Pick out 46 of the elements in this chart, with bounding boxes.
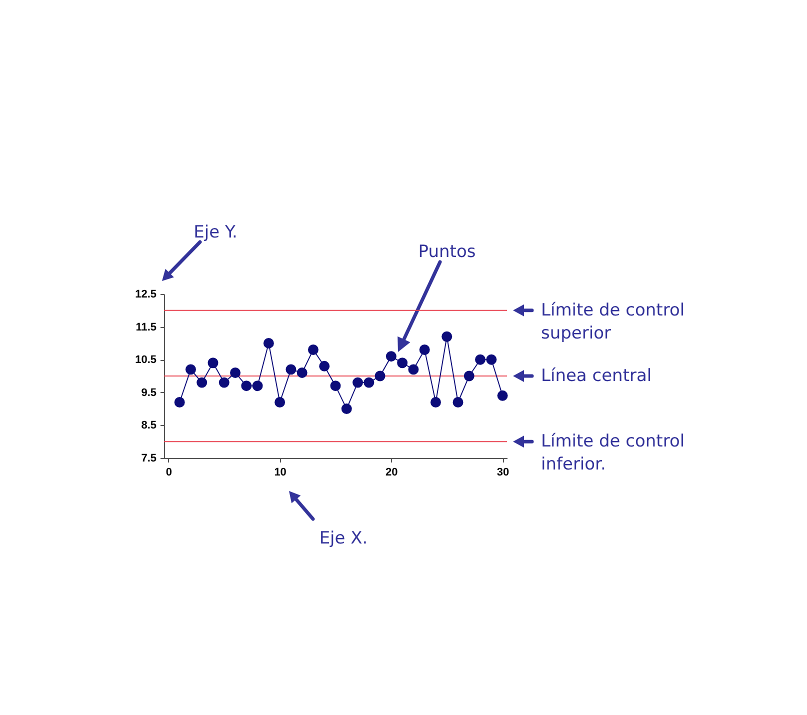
point xyxy=(330,380,341,392)
point xyxy=(497,390,508,401)
point xyxy=(386,351,396,362)
y-tick-label: 10.5 xyxy=(135,354,156,366)
point xyxy=(452,397,464,408)
point xyxy=(196,377,208,388)
point xyxy=(319,360,330,372)
point xyxy=(185,364,196,375)
ref-line-label: Límite de control inferior. xyxy=(541,432,685,475)
point xyxy=(419,344,430,355)
point xyxy=(218,377,230,388)
point xyxy=(296,367,308,378)
y-tick-label: 12.5 xyxy=(135,288,156,300)
point xyxy=(252,380,263,392)
point xyxy=(442,331,452,342)
y-tick-label: 11.5 xyxy=(136,321,156,334)
y-tick-label: 8.5 xyxy=(141,420,156,432)
point xyxy=(308,344,318,355)
x-tick-label: 10 xyxy=(274,466,286,478)
ref-line-label: Límite de control superior xyxy=(541,300,685,344)
text: Puntos xyxy=(418,242,476,262)
point xyxy=(475,354,486,365)
point xyxy=(430,397,441,408)
point xyxy=(241,380,252,392)
ref-line-label: Línea central xyxy=(541,366,652,386)
point xyxy=(208,358,218,368)
point xyxy=(341,404,352,414)
y-axis-title: Eje Y. xyxy=(194,222,238,242)
point xyxy=(230,367,241,378)
point xyxy=(352,377,364,388)
y-tick-label: 9.5 xyxy=(141,386,156,399)
x-tick-label: 0 xyxy=(166,466,172,478)
point xyxy=(263,338,274,348)
point xyxy=(274,397,286,408)
point xyxy=(374,370,386,382)
x-tick-label: 30 xyxy=(496,466,510,478)
y-tick-label: 7.5 xyxy=(141,452,156,464)
x-axis-title: Eje X. xyxy=(319,528,368,548)
point xyxy=(397,358,408,368)
point xyxy=(364,377,374,388)
point xyxy=(408,364,419,375)
point xyxy=(464,370,474,382)
x-tick-label: 20 xyxy=(386,466,398,478)
point xyxy=(486,354,497,365)
point xyxy=(174,397,185,408)
point xyxy=(286,364,296,375)
